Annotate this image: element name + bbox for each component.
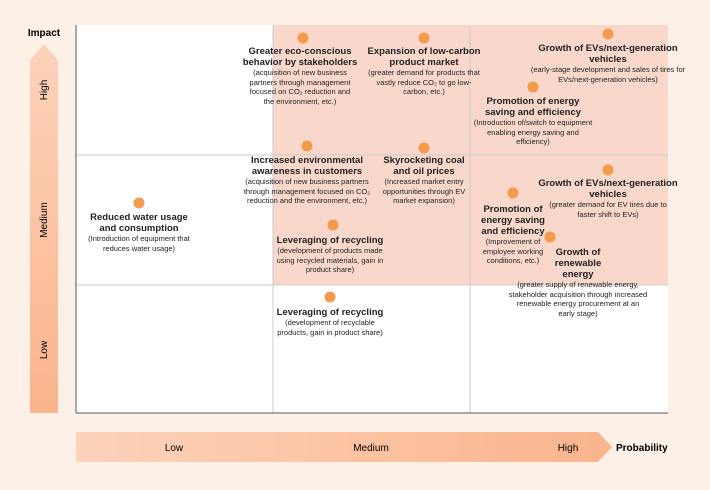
item-title: Skyrocketing coal and oil prices <box>383 155 465 177</box>
item: Expansion of low-carbon product market (g… <box>364 46 484 97</box>
item-dot <box>544 231 556 243</box>
item-description: (greater demand for EV tires due to fast… <box>549 200 667 219</box>
item-title: Promotion of energy saving and efficienc… <box>484 96 582 118</box>
x-level: Low <box>165 443 184 454</box>
item-dot <box>301 140 313 152</box>
item: Growth of EVs/next-generation vehicles (e… <box>526 43 691 84</box>
y-level: Low <box>39 340 50 359</box>
item-title: Expansion of low-carbon product market <box>367 46 481 68</box>
x-arrow <box>76 432 612 462</box>
item-description: (early-stage development and sales of ti… <box>530 65 686 84</box>
item-dot <box>527 81 539 93</box>
item: Promotion of energy saving and efficienc… <box>473 96 593 147</box>
item-dot <box>133 197 145 209</box>
item-description: (acquisition of new business partners th… <box>249 68 351 106</box>
y-title: Impact <box>28 28 61 39</box>
x-title: Probability <box>616 443 668 454</box>
item-description: (acquisition of new business partners th… <box>243 177 371 205</box>
item-dot <box>602 28 614 40</box>
item: Leveraging of recycling (development of p… <box>273 235 388 275</box>
item-dot <box>324 291 336 303</box>
item-description: (Improvement of employee working conditi… <box>482 237 544 265</box>
item-title: Leveraging of recycling <box>276 235 384 246</box>
item-dot <box>418 32 430 44</box>
item-dot <box>327 219 339 231</box>
item: Leveraging of recycling (development of r… <box>270 307 390 337</box>
y-level: High <box>39 80 50 101</box>
item-title: Growth of renewable energy <box>554 247 602 280</box>
item-description: (greater demand for products that vastly… <box>368 68 480 96</box>
item: Promotion of energy saving and efficienc… <box>476 204 551 266</box>
item-title: Growth of EVs/next-generation vehicles <box>538 178 678 200</box>
item: Skyrocketing coal and oil prices (Increas… <box>374 155 474 206</box>
y-arrow <box>30 44 58 413</box>
item-title: Leveraging of recycling <box>276 307 384 318</box>
item-description: (Introduction of/switch to equipment ena… <box>473 118 593 146</box>
item: Reduced water usage and consumption (Intr… <box>74 212 204 253</box>
item-dot <box>507 187 519 199</box>
item-title: Increased environmental awareness in cus… <box>251 155 363 177</box>
item-description: (development of products made using recy… <box>276 246 384 274</box>
item-dot <box>602 164 614 176</box>
item: Growth of EVs/next-generation vehicles (g… <box>538 178 678 219</box>
item-description: (greater supply of renewable energy, sta… <box>508 280 648 318</box>
item: Increased environmental awareness in cus… <box>242 155 372 206</box>
item: Greater eco-conscious behavior by stakeh… <box>240 46 360 106</box>
x-level: Medium <box>353 443 389 454</box>
x-level: High <box>558 443 579 454</box>
item-title: Reduced water usage and consumption <box>90 212 188 234</box>
item-dot <box>297 32 309 44</box>
item-description: (Introduction of equipment that reduces … <box>88 234 190 253</box>
item-title: Promotion of energy saving and efficienc… <box>481 204 545 237</box>
item: Growth of renewable energy (greater suppl… <box>508 247 648 318</box>
item-title: Greater eco-conscious behavior by stakeh… <box>242 46 358 68</box>
item-dot <box>418 142 430 154</box>
item-title: Growth of EVs/next-generation vehicles <box>538 43 678 65</box>
grid-lines <box>76 25 668 413</box>
y-level: Medium <box>39 202 50 238</box>
item-description: (Increased market entry opportunities th… <box>382 177 466 205</box>
item-description: (development of recyclable products, gai… <box>277 318 383 337</box>
